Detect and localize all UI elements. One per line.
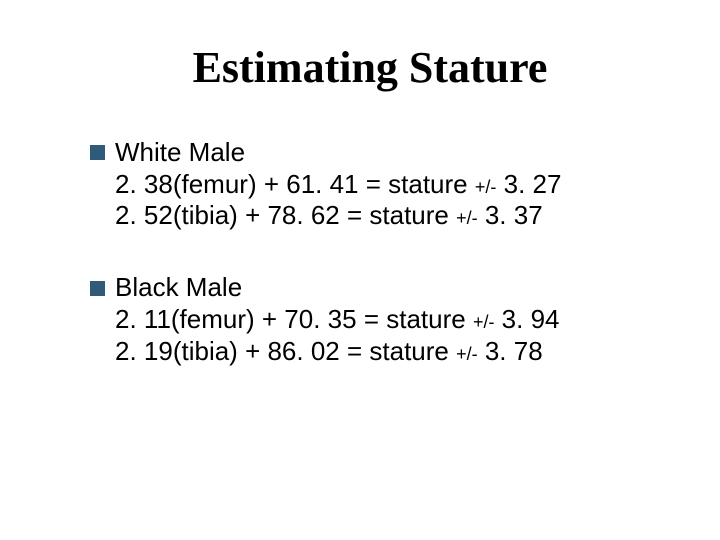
bullet-heading: White Male bbox=[115, 137, 245, 169]
plus-minus: +/- bbox=[456, 208, 478, 228]
formula-pre: 2. 19(tibia) + 86. 02 = stature bbox=[115, 336, 456, 366]
plus-minus: +/- bbox=[456, 344, 478, 364]
formula-post: 3. 27 bbox=[496, 169, 561, 199]
formula-line: 2. 52(tibia) + 78. 62 = stature +/- 3. 3… bbox=[90, 200, 650, 232]
bullet-block: White Male 2. 38(femur) + 61. 41 = statu… bbox=[90, 137, 650, 232]
formula-pre: 2. 11(femur) + 70. 35 = stature bbox=[115, 304, 473, 334]
square-bullet-icon bbox=[90, 145, 105, 160]
bullet-row: White Male bbox=[90, 137, 650, 169]
bullet-row: Black Male bbox=[90, 272, 650, 304]
formula-post: 3. 78 bbox=[478, 336, 543, 366]
square-bullet-icon bbox=[90, 281, 105, 296]
plus-minus: +/- bbox=[473, 312, 495, 332]
slide-title: Estimating Stature bbox=[90, 42, 650, 93]
formula-line: 2. 11(femur) + 70. 35 = stature +/- 3. 9… bbox=[90, 304, 650, 336]
bullet-block: Black Male 2. 11(femur) + 70. 35 = statu… bbox=[90, 272, 650, 367]
formula-pre: 2. 52(tibia) + 78. 62 = stature bbox=[115, 200, 456, 230]
plus-minus: +/- bbox=[475, 177, 497, 197]
formula-line: 2. 19(tibia) + 86. 02 = stature +/- 3. 7… bbox=[90, 336, 650, 368]
formula-post: 3. 37 bbox=[478, 200, 543, 230]
formula-post: 3. 94 bbox=[494, 304, 559, 334]
slide: Estimating Stature White Male 2. 38(femu… bbox=[0, 0, 720, 540]
formula-pre: 2. 38(femur) + 61. 41 = stature bbox=[115, 169, 475, 199]
bullet-heading: Black Male bbox=[115, 272, 242, 304]
formula-line: 2. 38(femur) + 61. 41 = stature +/- 3. 2… bbox=[90, 169, 650, 201]
